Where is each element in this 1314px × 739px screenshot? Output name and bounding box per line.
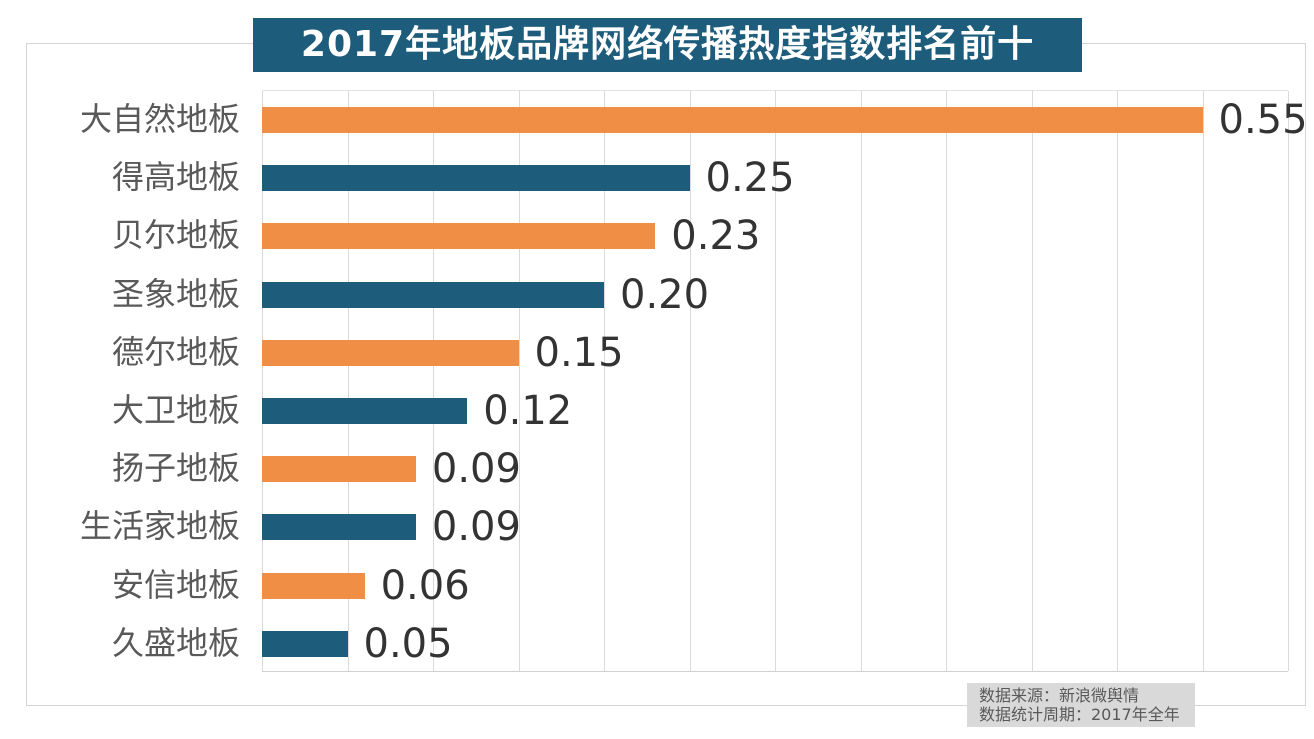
bar-row: 0.20 xyxy=(262,266,1288,324)
category-label: 安信地板 xyxy=(111,565,240,604)
bar xyxy=(262,514,416,541)
category-label: 大卫地板 xyxy=(111,391,240,430)
category-label: 大自然地板 xyxy=(79,100,240,139)
gridline xyxy=(347,91,349,671)
bar-series: 0.55 0.25 0.23 0.20 0.15 0.12 0.09 0.09 0.06 0.05 xyxy=(262,91,1308,673)
gridline xyxy=(518,91,520,671)
gridline xyxy=(1117,91,1118,671)
category-label: 得高地板 xyxy=(111,158,240,197)
bar xyxy=(262,630,348,657)
bar-row: 0.12 xyxy=(262,382,1288,440)
bar-row: 0.55 xyxy=(262,91,1308,149)
value-label: 0.09 xyxy=(431,504,521,551)
data-period-line: 数据统计周期：2017年全年 xyxy=(979,705,1180,724)
data-source-box: 数据来源：新浪微舆情 数据统计周期：2017年全年 xyxy=(967,683,1195,727)
plot-area: 0.55 0.25 0.23 0.20 0.15 0.12 0.09 0.09 0.06 0.05 xyxy=(262,90,1308,673)
value-label: 0.06 xyxy=(380,562,470,609)
bar xyxy=(262,281,604,308)
bar-row: 0.05 xyxy=(262,615,1288,673)
data-source-line: 数据来源：新浪微舆情 xyxy=(979,686,1140,705)
bar-row: 0.09 xyxy=(262,440,1288,498)
bar xyxy=(262,107,1203,134)
category-label: 贝尔地板 xyxy=(111,216,240,255)
category-label: 久盛地板 xyxy=(111,623,240,662)
bar xyxy=(262,456,416,483)
gridline xyxy=(689,91,691,671)
value-label: 0.25 xyxy=(705,155,795,202)
value-label: 0.12 xyxy=(483,388,573,435)
bar xyxy=(262,339,519,366)
gridline xyxy=(1288,91,1289,671)
bar xyxy=(262,572,365,599)
category-label: 扬子地板 xyxy=(111,449,240,488)
chart-frame xyxy=(26,43,1306,706)
value-label: 0.55 xyxy=(1218,97,1308,144)
chart-title-banner: 2017年地板品牌网络传播热度指数排名前十 xyxy=(253,18,1082,72)
bar xyxy=(262,165,690,192)
bar-row: 0.23 xyxy=(262,207,1288,265)
category-label: 德尔地板 xyxy=(111,332,240,371)
gridline xyxy=(946,91,947,671)
bar xyxy=(262,398,468,425)
bar-row: 0.09 xyxy=(262,498,1288,556)
bar-row: 0.25 xyxy=(262,149,1288,207)
gridline xyxy=(604,91,605,671)
gridline xyxy=(860,91,862,671)
bar-row: 0.15 xyxy=(262,324,1288,382)
chart-title: 2017年地板品牌网络传播热度指数排名前十 xyxy=(300,24,1035,65)
category-axis: 大自然地板得高地板贝尔地板圣象地板德尔地板大卫地板扬子地板生活家地板安信地板久盛… xyxy=(0,90,240,672)
bar xyxy=(262,223,656,250)
category-label: 生活家地板 xyxy=(79,507,240,546)
gridline xyxy=(1202,91,1204,671)
gridline xyxy=(262,91,263,671)
gridline xyxy=(775,91,776,671)
value-label: 0.15 xyxy=(534,329,624,376)
gridline xyxy=(433,91,434,671)
bar-row: 0.06 xyxy=(262,557,1288,615)
category-label: 圣象地板 xyxy=(111,274,240,313)
value-label: 0.05 xyxy=(363,620,453,667)
value-label: 0.20 xyxy=(620,271,710,318)
gridline xyxy=(1031,91,1033,671)
value-label: 0.23 xyxy=(671,213,761,260)
value-label: 0.09 xyxy=(431,446,521,493)
